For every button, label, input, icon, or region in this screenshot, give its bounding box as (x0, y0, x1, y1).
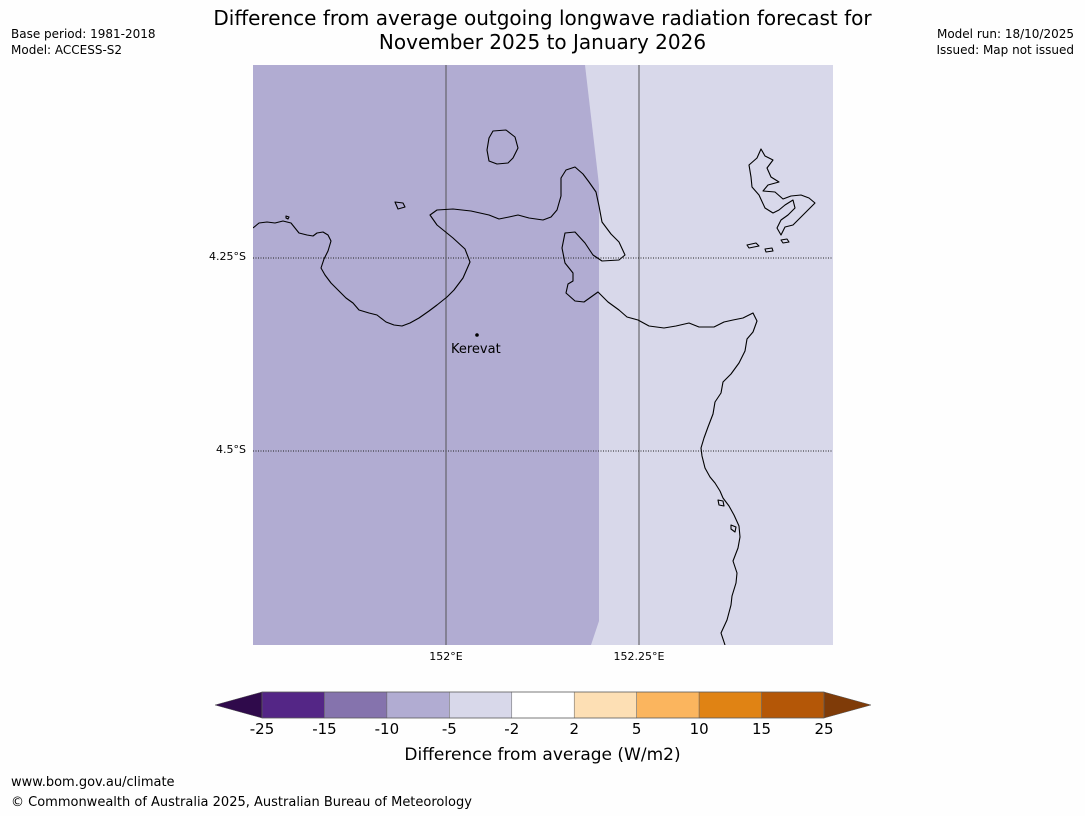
colorbar-tick-label: 5 (631, 720, 642, 738)
islet-north-east (748, 148, 816, 236)
colorbar-tick-label: 15 (752, 720, 772, 738)
map-panel (253, 65, 833, 645)
colorbar-extend-high (823, 691, 872, 719)
islet-small-2 (764, 247, 774, 253)
colorbar-tick-label: 2 (569, 720, 579, 738)
colorbar-segment (324, 691, 388, 719)
colorbar-segment (449, 691, 513, 719)
place-label-kerevat: Kerevat (451, 342, 501, 357)
colorbar-tick-label: -2 (504, 720, 520, 738)
islet-small-3 (780, 238, 790, 244)
colorbar-tick-label: -25 (249, 720, 275, 738)
region-moderate-negative (253, 65, 599, 645)
lat-label-4-5s: 4.5°S (216, 443, 246, 456)
title-line-2: November 2025 to January 2026 (378, 30, 707, 54)
map-svg (253, 65, 833, 645)
issued-text: Issued: Map not issued (936, 43, 1074, 57)
footer-copyright: © Commonwealth of Australia 2025, Austra… (11, 795, 472, 810)
lon-label-152e: 152°E (429, 650, 463, 663)
colorbar-tick-label: -15 (312, 720, 337, 738)
colorbar-segment (511, 691, 575, 719)
colorbar-svg (214, 691, 872, 719)
colorbar-segment (261, 691, 325, 719)
coastline-main (253, 166, 758, 645)
model-text: Model: ACCESS-S2 (11, 43, 123, 57)
model-run-text: Model run: 18/10/2025 (936, 27, 1074, 41)
colorbar-frame (261, 691, 825, 719)
colorbar-tick-label: -10 (374, 720, 400, 738)
colorbar-extend-low (214, 691, 263, 719)
colorbar-tick-label: 10 (689, 720, 709, 738)
base-period-text: Base period: 1981-2018 (11, 27, 156, 41)
title-line-1: Difference from average outgoing longwav… (213, 6, 872, 30)
islet-south-2 (730, 524, 737, 533)
colorbar-segment (698, 691, 762, 719)
lon-label-152-25e: 152.25°E (613, 650, 665, 663)
colorbar-segment (573, 691, 637, 719)
islet-north (486, 129, 519, 165)
islet-south-1 (717, 499, 725, 507)
colorbar-segment (761, 691, 825, 719)
islet-far-west (285, 215, 290, 220)
islet-west (394, 201, 406, 210)
colorbar-segment (636, 691, 700, 719)
colorbar-tick-label: 25 (814, 720, 834, 738)
colorbar-label: Difference from average (W/m2) (404, 745, 681, 765)
lat-label-4-25s: 4.25°S (209, 250, 246, 263)
colorbar (214, 690, 872, 720)
colorbar-segments (261, 691, 825, 719)
kerevat-marker (475, 333, 479, 337)
coastline (253, 129, 816, 645)
colorbar-tick-label: -5 (441, 720, 457, 738)
colorbar-segment (386, 691, 450, 719)
map-title: Difference from average outgoing longwav… (0, 6, 1085, 54)
footer-url[interactable]: www.bom.gov.au/climate (11, 775, 175, 790)
islet-small-1 (746, 242, 760, 249)
